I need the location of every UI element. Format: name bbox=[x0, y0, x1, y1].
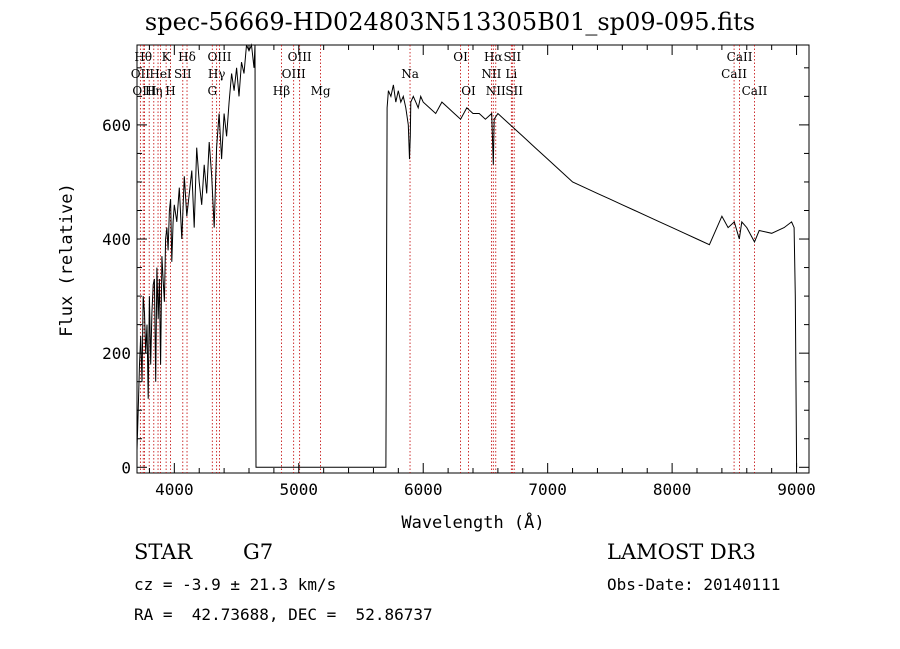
line-markers bbox=[139, 45, 755, 473]
marker-label: Hα bbox=[484, 50, 503, 64]
marker-label: SII bbox=[174, 67, 192, 81]
marker-labels: OIIHθOIIIHηHeIKHSIIHδGHγOIIIHβOIIIOIIIMg… bbox=[131, 50, 768, 98]
x-axis-label: Wavelength (Å) bbox=[401, 511, 544, 533]
marker-label: K bbox=[162, 50, 172, 64]
marker-label: CaII bbox=[721, 67, 747, 81]
y-tick-label: 400 bbox=[102, 230, 131, 249]
coordinates: RA = 42.73688, DEC = 52.86737 bbox=[134, 605, 433, 624]
marker-label: H bbox=[165, 84, 175, 98]
marker-label: Na bbox=[401, 67, 419, 81]
marker-label: NII bbox=[481, 67, 501, 81]
marker-label: CaII bbox=[727, 50, 753, 64]
survey-name: LAMOST DR3 bbox=[607, 540, 756, 564]
chart-title: spec-56669-HD024803N513305B01_sp09-095.f… bbox=[144, 8, 756, 36]
marker-label: OIII bbox=[132, 84, 156, 98]
marker-label: Hθ bbox=[134, 50, 152, 64]
series-group bbox=[136, 43, 798, 468]
series-line bbox=[136, 43, 798, 468]
x-tick-label: 8000 bbox=[653, 480, 692, 499]
marker-label: NII bbox=[486, 84, 506, 98]
plot-frame bbox=[136, 44, 810, 474]
marker-label: G bbox=[207, 84, 217, 98]
marker-label: OII bbox=[131, 67, 151, 81]
marker-label: Mg bbox=[311, 84, 331, 98]
marker-label: SII bbox=[503, 50, 521, 64]
marker-label: OIII bbox=[288, 50, 312, 64]
marker-label: CaII bbox=[742, 84, 768, 98]
axis-ticks: 4000 5000 6000 7000 8000 9000 0 200 400 600 bbox=[102, 45, 816, 499]
x-tick-label: 7000 bbox=[528, 480, 567, 499]
marker-label: Hγ bbox=[208, 67, 226, 81]
marker-label: Li bbox=[505, 67, 517, 81]
x-tick-label: 4000 bbox=[155, 480, 194, 499]
object-subclass: G7 bbox=[243, 540, 274, 564]
y-tick-label: 600 bbox=[102, 116, 131, 135]
observation-date: Obs-Date: 20140111 bbox=[607, 575, 781, 594]
marker-label: Hβ bbox=[273, 84, 290, 98]
x-tick-label: 6000 bbox=[404, 480, 443, 499]
marker-label: OIII bbox=[207, 50, 231, 64]
y-axis-label: Flux (relative) bbox=[57, 183, 77, 337]
marker-label: Hη bbox=[145, 84, 163, 98]
object-class: STAR bbox=[134, 540, 193, 564]
marker-label: SII bbox=[505, 84, 523, 98]
marker-label: Hδ bbox=[178, 50, 196, 64]
marker-label: HeI bbox=[149, 67, 172, 81]
marker-label: OIII bbox=[282, 67, 306, 81]
x-tick-label: 9000 bbox=[777, 480, 816, 499]
marker-label: OI bbox=[461, 84, 476, 98]
redshift-info: cz = -3.9 ± 21.3 km/s bbox=[134, 575, 337, 594]
y-tick-label: 0 bbox=[121, 458, 131, 477]
marker-label: OI bbox=[453, 50, 468, 64]
x-tick-label: 5000 bbox=[280, 480, 319, 499]
y-tick-label: 200 bbox=[102, 344, 131, 363]
